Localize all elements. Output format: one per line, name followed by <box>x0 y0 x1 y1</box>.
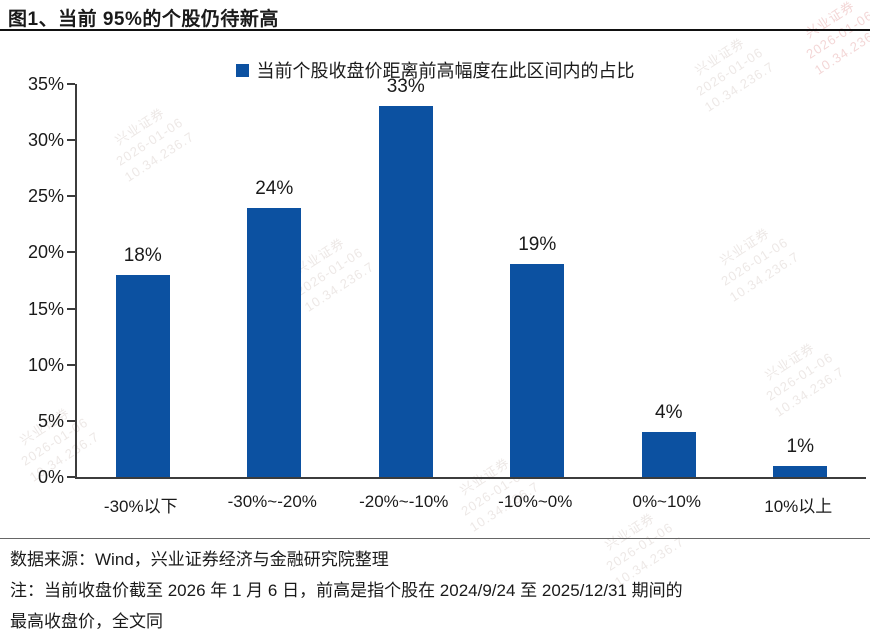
bar-slot: 4% <box>603 84 735 477</box>
y-tick-label: 20% <box>27 242 64 263</box>
bar-value-label: 19% <box>518 233 557 255</box>
footer-separator <box>0 538 870 539</box>
y-tick-label: 30% <box>27 130 64 151</box>
y-tick-mark <box>67 476 75 478</box>
bar-2 <box>378 106 433 477</box>
bar-slot: 19% <box>472 84 604 477</box>
y-tick-label: 0% <box>37 467 64 487</box>
y-tick-mark <box>67 195 75 198</box>
bar-value-label: 1% <box>786 435 814 457</box>
x-tick-label: 10%以上 <box>764 497 833 516</box>
legend-label: 当前个股收盘价距离前高幅度在此区间内的占比 <box>256 61 635 81</box>
y-tick-label: 5% <box>37 410 64 431</box>
bar-slot: 33% <box>340 76 472 477</box>
data-source-note: 数据来源：Wind，兴业证券经济与金融研究院整理 <box>10 550 389 569</box>
bar-4 <box>641 432 696 477</box>
bar-value-label: 24% <box>255 177 294 199</box>
y-tick-label: 10% <box>27 354 64 375</box>
chart-legend: 当前个股收盘价距离前高幅度在此区间内的占比 <box>0 57 870 83</box>
bar-5 <box>773 465 828 477</box>
bar-value-label: 18% <box>123 244 162 266</box>
y-tick-label: 35% <box>27 74 64 94</box>
bar-1 <box>247 207 302 477</box>
y-tick-mark <box>67 251 75 254</box>
y-tick-label: 15% <box>27 298 64 319</box>
x-tick-label: -10%~0% <box>498 492 573 511</box>
y-tick-mark <box>67 363 75 366</box>
figure-title-bar: 图1、当前 95%的个股仍待新高 <box>0 0 870 31</box>
footer: 数据来源：Wind，兴业证券经济与金融研究院整理 注：当前收盘价截至 2026 … <box>10 544 862 637</box>
footnote-line-2: 最高收盘价，全文同 <box>10 612 163 631</box>
footnote-line-1: 注：当前收盘价截至 2026 年 1 月 6 日，前高是指个股在 2024/9/… <box>10 581 683 600</box>
y-tick-mark <box>67 83 75 85</box>
bar-value-label: 4% <box>655 402 683 424</box>
y-tick-mark <box>67 307 75 310</box>
y-tick-mark <box>67 419 75 422</box>
x-tick-label: -30%以下 <box>103 497 178 516</box>
plot-area: 18% 24% 33% 19% 4% 1% <box>75 76 867 479</box>
y-tick-label: 25% <box>27 186 64 207</box>
bar-slot: 18% <box>77 84 209 477</box>
x-axis-labels: -30%以下 -30%~-20% -20%~-10% -10%~0% 0%~10% 10%… <box>75 492 864 517</box>
figure-title: 图1、当前 95%的个股仍待新高 <box>8 9 279 30</box>
legend-marker-icon <box>235 63 249 77</box>
bar-slot: 1% <box>735 84 867 477</box>
x-tick-label: -20%~-10% <box>359 492 449 511</box>
y-tick-mark <box>67 139 75 142</box>
x-tick-label: 0%~10% <box>632 492 702 511</box>
bar-value-label: 33% <box>386 76 425 98</box>
bar-3 <box>510 263 565 477</box>
x-tick-label: -30%~-20% <box>227 492 317 511</box>
bar-0 <box>115 274 170 477</box>
bar-slot: 24% <box>209 84 341 477</box>
